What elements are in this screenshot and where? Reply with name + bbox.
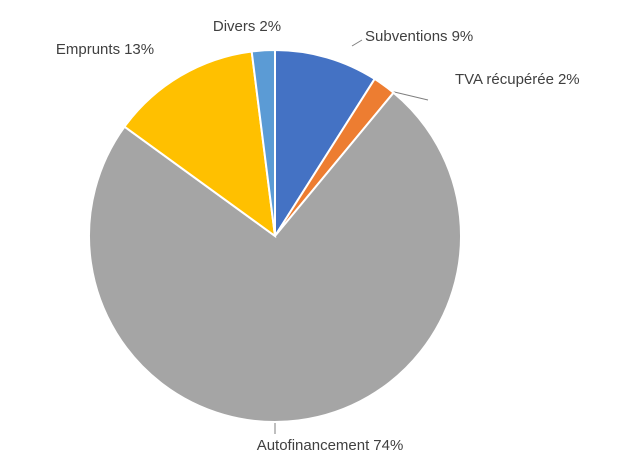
pie-slice [88,91,462,423]
data-label: Subventions 9% [365,28,473,45]
value-label: 2% [259,18,281,35]
value-label: 13% [124,41,154,58]
pie-slice [123,50,277,239]
value-label: 74% [373,437,403,454]
category-label: Emprunts [56,41,120,58]
pie-slice [250,48,276,237]
pie-slice [274,48,377,240]
category-label: Subventions [365,28,448,45]
data-label: Divers 2% [213,18,281,35]
leader-line [351,39,363,47]
category-label: Autofinancement [257,437,370,454]
data-label: Autofinancement 74% [257,437,404,454]
category-label: Divers [213,18,256,35]
value-label: 2% [558,71,580,88]
value-label: 9% [452,28,474,45]
data-label: Emprunts 13% [56,41,154,58]
data-label: TVA récupérée 2% [455,71,580,88]
category-label: TVA récupérée [455,71,554,88]
